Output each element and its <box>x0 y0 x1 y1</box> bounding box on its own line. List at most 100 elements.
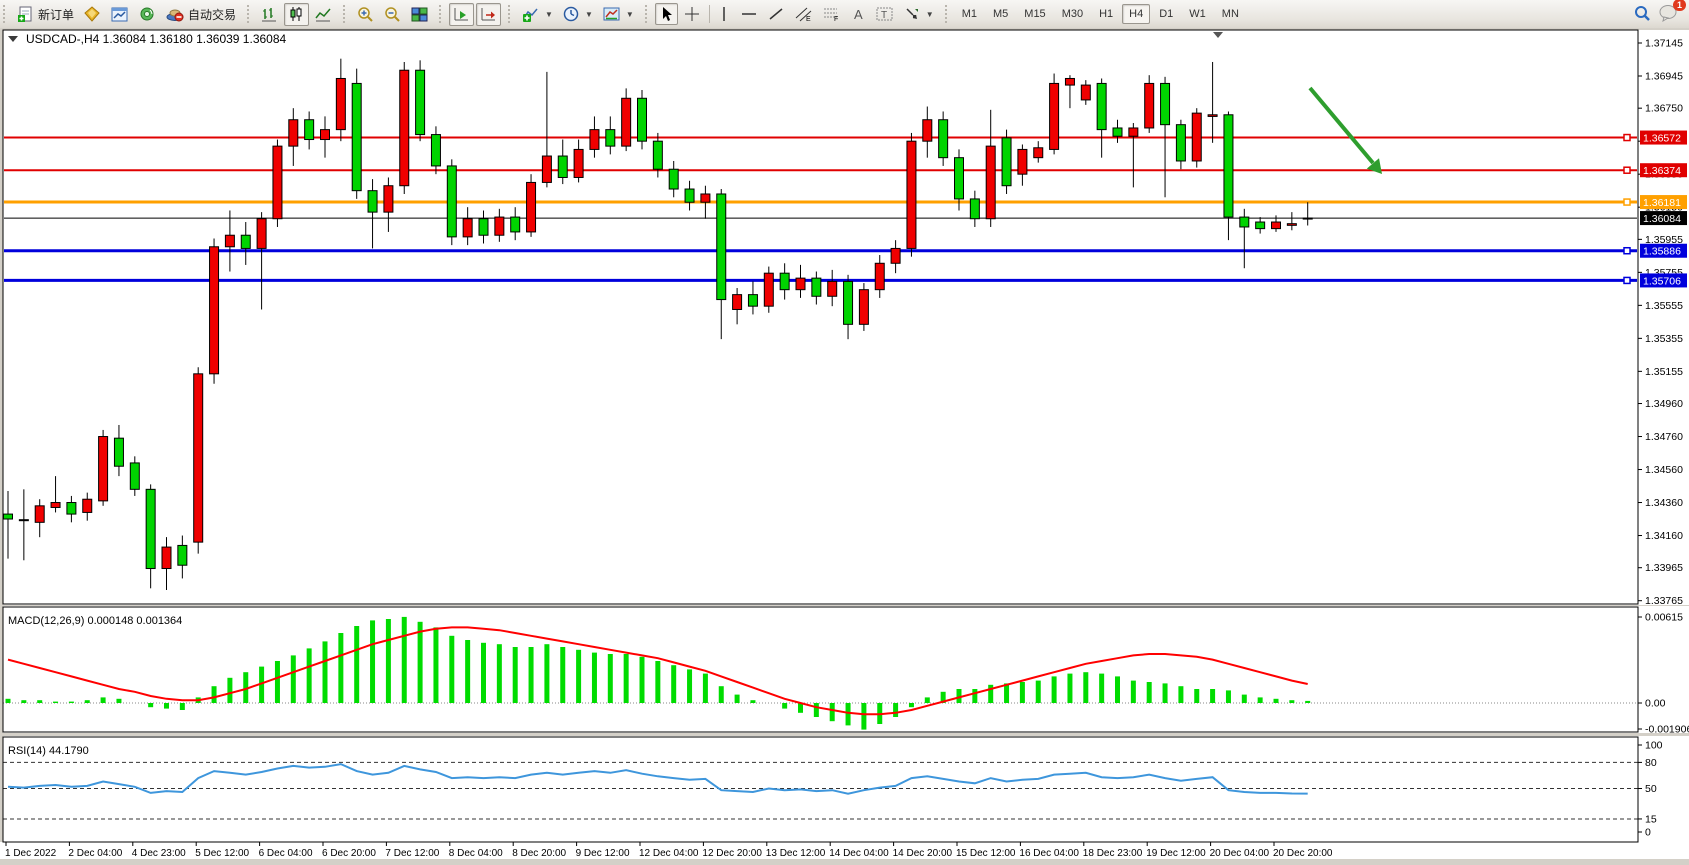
bar-chart-button[interactable] <box>257 3 282 26</box>
timeframe-button-w1[interactable]: W1 <box>1189 8 1206 20</box>
zoom-out-button[interactable] <box>380 3 405 26</box>
timeframe-button-d1[interactable]: D1 <box>1159 8 1174 20</box>
time-label: 13 Dec 12:00 <box>766 848 826 859</box>
axis-label: 0.00 <box>1645 698 1666 710</box>
time-label: 4 Dec 23:00 <box>132 848 186 859</box>
line-drag-handle[interactable] <box>1623 276 1631 285</box>
horizontal-line-button[interactable] <box>737 3 762 25</box>
macd-histogram-bar <box>782 703 788 709</box>
candle <box>573 148 584 178</box>
timeframe-button-m1[interactable]: M1 <box>961 8 977 20</box>
macd-histogram-bar <box>798 703 803 713</box>
fibonacci-button[interactable]: F <box>819 3 845 25</box>
candle <box>621 97 632 147</box>
text-button[interactable]: A <box>847 3 870 25</box>
macd-histogram-bar <box>1035 680 1041 703</box>
templates-button[interactable]: ▼ <box>599 3 638 26</box>
text-label-button[interactable]: T <box>872 3 898 25</box>
macd-histogram-bar <box>1051 676 1057 703</box>
trendline-button[interactable] <box>764 3 789 25</box>
price-label-box-text: 1.35706 <box>1643 275 1681 287</box>
macd-histogram-bar <box>1146 682 1152 703</box>
macd-histogram-bar <box>940 691 946 703</box>
timeframe-button-m30[interactable]: M30 <box>1061 8 1084 20</box>
market-watch-button[interactable] <box>80 3 105 26</box>
axis-label: 0.00615 <box>1645 612 1683 624</box>
time-label: 5 Dec 12:00 <box>195 848 249 859</box>
dropdown-arrow-icon: ▼ <box>584 9 593 19</box>
candle <box>795 277 806 291</box>
candle <box>716 193 727 301</box>
line-chart-button[interactable] <box>311 3 336 26</box>
notifications-icon[interactable]: 1 <box>1659 0 1686 25</box>
chart-window-icon <box>111 6 129 23</box>
candle <box>1271 221 1281 230</box>
signals-button[interactable] <box>135 3 160 26</box>
indicators-button[interactable]: ▼ <box>518 3 557 26</box>
candle <box>1207 114 1218 117</box>
new-order-button[interactable]: 新订单 <box>13 3 78 26</box>
one-click-trading-toggle[interactable] <box>8 36 18 42</box>
chart-canvas[interactable]: 1.371451.369451.367501.365501.363501.361… <box>0 28 1689 865</box>
toolbar-group-timeframes: M1 M5 M15 M30 H1 H4 D1 W1 MN <box>942 1 1250 27</box>
timeframe-button-m15[interactable]: M15 <box>1024 8 1046 20</box>
time-label: 15 Dec 12:00 <box>956 848 1016 859</box>
crosshair-button[interactable] <box>680 3 705 26</box>
macd-signal-line <box>7 626 1308 716</box>
main-price-pane[interactable]: 1.371451.369451.367501.365501.363501.361… <box>2 29 1687 607</box>
periods-button[interactable]: ▼ <box>559 3 597 26</box>
price-tick-label: 1.34360 <box>1645 497 1683 509</box>
candlestick-chart-button[interactable] <box>284 2 310 26</box>
line-drag-handle[interactable] <box>1623 198 1631 206</box>
macd-histogram-bar <box>813 703 819 717</box>
macd-histogram-bar <box>211 686 217 703</box>
trend-arrow-annotation[interactable] <box>1308 86 1382 174</box>
price-tick-label: 1.35555 <box>1645 300 1683 312</box>
zoom-in-button[interactable] <box>353 3 378 26</box>
candle <box>1001 137 1012 187</box>
candle <box>954 157 964 200</box>
vertical-line-button[interactable] <box>714 3 735 25</box>
pane-splitter[interactable] <box>0 605 1689 606</box>
rsi-line <box>7 763 1308 795</box>
line-drag-handle[interactable] <box>1623 133 1631 142</box>
time-axis[interactable]: 1 Dec 2022 2 Dec 04:00 4 Dec 23:00 5 Dec 12… <box>5 842 1333 859</box>
rsi-pane-border <box>2 736 1639 843</box>
candle <box>1302 217 1313 220</box>
candle <box>1096 82 1107 131</box>
auto-scroll-button[interactable] <box>449 2 475 26</box>
line-drag-handle[interactable] <box>1623 166 1631 174</box>
pane-splitter[interactable] <box>0 733 1689 736</box>
rsi-pane[interactable]: RSI(14) 44.1790 100 80 50 15 0 <box>2 736 1663 843</box>
macd-histogram-bar <box>861 703 867 730</box>
search-icon[interactable] <box>1633 4 1651 25</box>
macd-histogram-bar <box>544 644 550 703</box>
template-icon <box>603 6 621 23</box>
cursor-button[interactable] <box>654 3 678 25</box>
macd-histogram-bar <box>148 703 154 708</box>
candle <box>256 218 267 249</box>
equidistant-channel-button[interactable]: E <box>791 3 817 25</box>
chart-shift-button[interactable] <box>476 2 502 26</box>
price-tick-label: 1.35155 <box>1645 366 1683 378</box>
line-drag-handle[interactable] <box>1623 246 1631 255</box>
zoom-out-icon <box>384 6 401 23</box>
macd-histogram-bar <box>243 672 249 703</box>
candle <box>1223 114 1234 218</box>
candle <box>541 155 552 183</box>
timeframe-button-mn[interactable]: MN <box>1221 8 1239 20</box>
candle <box>779 272 790 291</box>
macd-histogram-bar <box>528 647 534 703</box>
timeframe-button-h4[interactable]: H4 <box>1122 4 1151 24</box>
macd-pane[interactable]: MACD(12,26,9) 0.000148 0.001364 0.00615 0.… <box>2 606 1689 736</box>
arrows-tool-button[interactable]: ▼ <box>900 3 938 25</box>
macd-histogram-bar <box>5 698 11 703</box>
new-chart-button[interactable] <box>107 3 133 26</box>
chart-shift-marker[interactable] <box>1213 32 1223 38</box>
timeframe-button-m5[interactable]: M5 <box>993 8 1009 20</box>
candle <box>383 185 394 213</box>
auto-trading-button[interactable]: 自动交易 <box>162 3 240 26</box>
candle <box>18 519 29 522</box>
tile-windows-button[interactable] <box>407 3 432 26</box>
timeframe-button-h1[interactable]: H1 <box>1099 8 1114 20</box>
